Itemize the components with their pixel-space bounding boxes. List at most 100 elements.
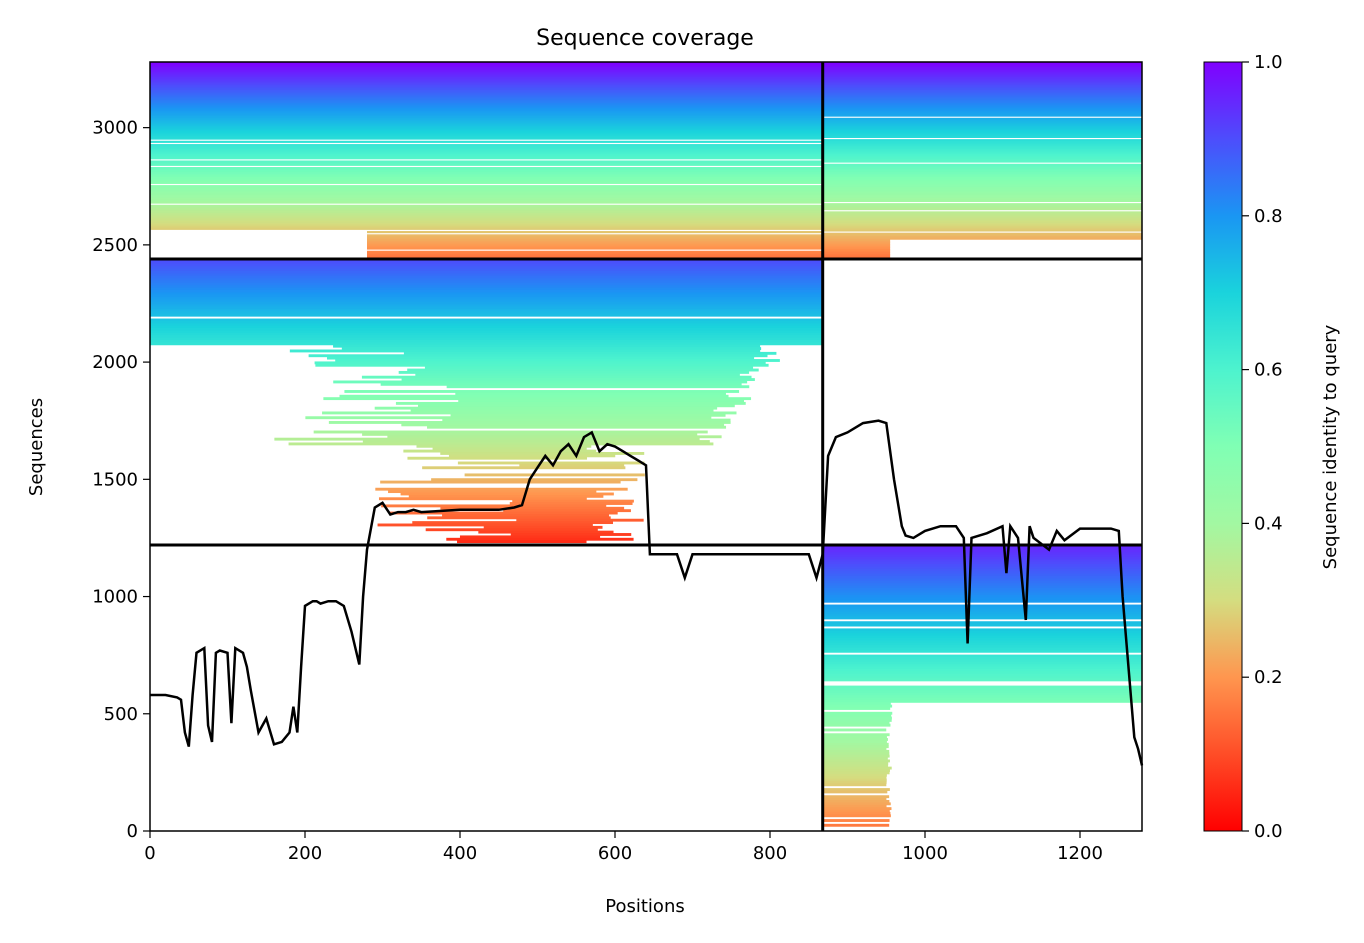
x-tick-label: 200	[288, 843, 322, 864]
coverage-row	[380, 480, 621, 484]
coverage-row	[361, 375, 752, 379]
coverage-row	[150, 294, 823, 298]
coverage-row	[150, 201, 823, 204]
coverage-row	[822, 718, 892, 722]
y-tick-label: 1000	[92, 587, 138, 608]
coverage-row	[822, 580, 1142, 584]
coverage-row	[822, 778, 887, 782]
coverage-row	[822, 71, 1142, 74]
colorbar-tick-label: 0.6	[1254, 360, 1283, 381]
coverage-row	[150, 76, 823, 79]
coverage-row	[150, 124, 823, 127]
coverage-row	[822, 224, 1142, 227]
coverage-row	[822, 70, 1142, 73]
coverage-row	[822, 733, 890, 737]
coverage-row	[822, 252, 891, 255]
coverage-row	[362, 432, 698, 436]
coverage-row	[150, 199, 823, 202]
coverage-row	[509, 502, 633, 505]
coverage-row	[150, 306, 823, 310]
coverage-row	[150, 117, 823, 120]
coverage-row	[380, 382, 742, 386]
coverage-row	[150, 226, 823, 229]
coverage-row	[822, 690, 1142, 694]
coverage-row	[150, 186, 823, 189]
coverage-row	[822, 771, 890, 775]
coverage-row	[150, 122, 823, 125]
coverage-row	[822, 728, 887, 732]
coverage-row	[341, 347, 762, 351]
coverage-row	[822, 239, 891, 242]
coverage-row	[822, 132, 1142, 135]
coverage-row	[822, 66, 1142, 70]
coverage-row	[822, 173, 1142, 176]
coverage-row	[822, 783, 887, 787]
coverage-row	[150, 304, 823, 308]
coverage-row	[822, 697, 1142, 701]
coverage-row	[822, 129, 1142, 132]
coverage-row	[822, 214, 1142, 217]
chain-4-block	[822, 544, 1142, 827]
coverage-row	[822, 776, 887, 780]
coverage-row	[822, 716, 892, 720]
coverage-row	[822, 587, 1142, 591]
coverage-row	[150, 153, 823, 157]
coverage-row	[822, 654, 1142, 658]
coverage-row	[822, 573, 1142, 577]
coverage-row	[150, 129, 823, 132]
coverage-row	[822, 203, 1142, 206]
coverage-row	[150, 339, 823, 343]
coverage-row	[367, 235, 823, 239]
coverage-row	[822, 111, 1142, 114]
coverage-row	[516, 518, 644, 522]
coverage-row	[822, 773, 887, 777]
coverage-row	[822, 84, 1142, 88]
coverage-row	[150, 273, 823, 277]
coverage-row	[822, 217, 1142, 221]
coverage-row	[822, 721, 890, 725]
coverage-row	[440, 452, 645, 455]
coverage-row	[822, 556, 1142, 560]
coverage-row	[822, 740, 887, 744]
coverage-row	[822, 757, 888, 760]
coverage-row	[822, 235, 1142, 239]
coverage-row	[822, 766, 892, 770]
coverage-row	[822, 153, 1142, 157]
coverage-row	[150, 221, 823, 224]
coverage-row	[412, 521, 613, 525]
coverage-row	[289, 349, 761, 353]
coverage-row	[822, 234, 1142, 237]
coverage-row	[150, 70, 823, 73]
coverage-row	[822, 158, 1142, 161]
coverage-row	[822, 244, 891, 247]
coverage-row	[150, 278, 823, 281]
coverage-row	[822, 780, 887, 784]
coverage-row	[150, 282, 823, 286]
coverage-row	[822, 75, 1142, 78]
coverage-row	[822, 752, 890, 756]
coverage-row	[822, 707, 891, 710]
coverage-row	[822, 185, 1142, 188]
coverage-row	[822, 221, 1142, 224]
coverage-row	[822, 226, 1142, 229]
coverage-row	[150, 209, 823, 212]
coverage-row	[150, 127, 823, 130]
coverage-row	[150, 88, 823, 91]
coverage-row	[822, 180, 1142, 183]
coverage-row	[150, 299, 823, 303]
coverage-row	[150, 185, 823, 188]
y-tick-label: 500	[104, 704, 138, 725]
coverage-row	[150, 62, 823, 65]
plot-area	[150, 62, 1142, 827]
coverage-row	[822, 552, 1142, 556]
coverage-row	[822, 227, 1142, 230]
coverage-row	[150, 198, 823, 201]
coverage-row	[150, 297, 823, 300]
x-tick-label: 600	[598, 843, 632, 864]
colorbar-tick-label: 0.2	[1254, 667, 1283, 688]
coverage-row	[822, 678, 1142, 682]
coverage-row	[822, 147, 1142, 150]
coverage-row	[150, 222, 823, 225]
coverage-row	[822, 109, 1142, 112]
coverage-row	[822, 103, 1142, 106]
